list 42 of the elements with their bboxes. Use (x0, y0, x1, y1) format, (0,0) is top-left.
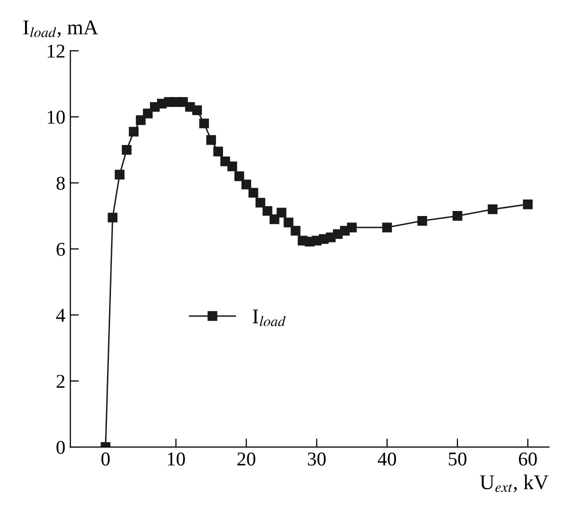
point (488, 204, 498, 214)
x-axis-title: U$_{ext}$, kV (480, 474, 548, 492)
x-tick-label: 50 (448, 452, 466, 466)
point (452, 211, 462, 221)
point (206, 135, 216, 145)
y-tick-label: 12 (48, 44, 64, 58)
point (262, 206, 272, 216)
x-tick-label: 40 (378, 452, 396, 466)
point (192, 105, 202, 116)
point (382, 222, 392, 232)
point (290, 226, 300, 236)
point (241, 180, 252, 190)
x-tick-label: 10 (168, 452, 185, 466)
y-tick-label: 8 (56, 176, 65, 190)
point (128, 126, 139, 137)
point (122, 145, 132, 155)
point (227, 162, 238, 172)
x-tick-label: 30 (308, 452, 326, 466)
point (347, 222, 357, 232)
point (213, 146, 224, 156)
legend-label: I$_{load}$ (252, 310, 286, 326)
point (114, 170, 124, 180)
y-tick-label: 2 (56, 374, 64, 388)
y-axis-title: I$_{load}$, mA (23, 20, 98, 38)
y-tick-label: 0 (56, 440, 65, 454)
x-tick-label: 0 (101, 452, 110, 466)
point (108, 212, 118, 222)
point (234, 171, 244, 182)
point (270, 214, 280, 224)
point (199, 118, 209, 128)
y-tick-label: 4 (56, 308, 66, 322)
x-tick-label: 60 (518, 452, 537, 466)
point (248, 188, 258, 198)
y-tick-label: 6 (56, 242, 65, 256)
point (142, 108, 153, 118)
point (522, 199, 533, 210)
point (256, 198, 266, 208)
point (284, 218, 294, 228)
x-tick-label: 20 (237, 452, 256, 466)
point (417, 216, 428, 226)
y-tick-label: 10 (48, 110, 65, 124)
point (276, 208, 286, 218)
